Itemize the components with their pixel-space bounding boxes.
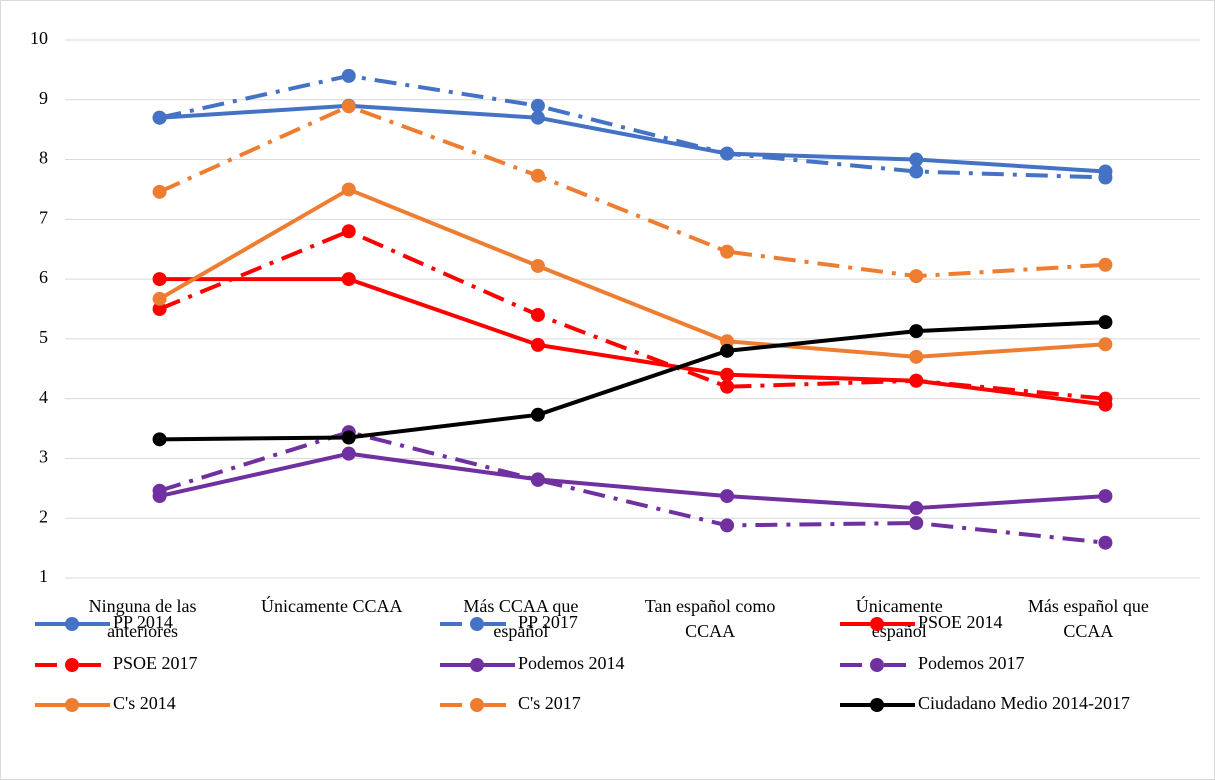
data-point (909, 373, 924, 388)
series-line (159, 320, 1106, 442)
x-tick-label: Tan español como CCAA (645, 596, 776, 641)
data-point (530, 168, 545, 183)
data-point (530, 110, 545, 125)
data-point (530, 98, 545, 113)
series-line (158, 187, 1106, 359)
data-point (341, 182, 356, 197)
legend-marker (470, 658, 484, 672)
legend-marker (470, 617, 484, 631)
legend-label: PSOE 2014 (918, 612, 1003, 632)
data-point (909, 349, 924, 364)
series-line (159, 73, 1106, 180)
data-point (530, 258, 545, 273)
data-point (1098, 535, 1113, 550)
legend-label: Ciudadano Medio 2014-2017 (918, 693, 1130, 713)
data-point (152, 483, 167, 498)
data-point (1098, 315, 1113, 330)
legend-marker (470, 698, 484, 712)
data-point (909, 324, 924, 339)
y-tick-label: 10 (30, 28, 48, 48)
y-tick-label: 6 (39, 267, 48, 287)
data-point (720, 146, 735, 161)
data-point (909, 164, 924, 179)
data-point (530, 472, 545, 487)
data-point (1098, 391, 1113, 406)
legend-marker (65, 658, 79, 672)
series-line (158, 430, 1106, 545)
data-point (1098, 170, 1113, 185)
data-point (720, 489, 735, 504)
data-point (341, 272, 356, 287)
data-point (341, 224, 356, 239)
data-point (152, 110, 167, 125)
data-point (720, 334, 735, 349)
y-tick-label: 8 (39, 148, 48, 168)
series-line (159, 277, 1106, 407)
y-tick-label: 1 (39, 566, 48, 586)
data-point (720, 518, 735, 533)
data-point (720, 367, 735, 382)
data-point (152, 272, 167, 287)
data-point (152, 184, 167, 199)
data-point (1098, 337, 1113, 352)
legend-label: C's 2014 (113, 693, 176, 713)
x-tick-label: Más español que CCAA (1028, 596, 1149, 641)
legend-marker (65, 698, 79, 712)
data-point (720, 343, 735, 358)
y-tick-label: 9 (39, 88, 48, 108)
legend-label: C's 2017 (518, 693, 581, 713)
legend-marker (65, 617, 79, 631)
data-point (152, 291, 167, 306)
legend-marker (870, 658, 884, 672)
data-point (909, 152, 924, 167)
data-point (909, 501, 924, 516)
legend-marker (870, 617, 884, 631)
x-tick-label: Únicamente español (856, 595, 943, 641)
y-tick-label: 4 (39, 387, 48, 407)
data-point (341, 68, 356, 83)
data-point (1098, 489, 1113, 504)
legend-marker (870, 698, 884, 712)
legend-label: PP 2017 (518, 612, 578, 632)
data-point (1098, 257, 1113, 272)
data-point (909, 269, 924, 284)
data-point (720, 379, 735, 394)
data-point (341, 99, 356, 114)
series-line (159, 451, 1106, 511)
data-point (530, 337, 545, 352)
data-point (341, 446, 356, 461)
data-point (530, 407, 545, 422)
legend-label: Podemos 2017 (918, 653, 1025, 673)
legend-label: PP 2014 (113, 612, 173, 632)
y-tick-label: 2 (39, 506, 48, 526)
y-tick-label: 3 (39, 447, 48, 467)
data-point (909, 516, 924, 531)
data-point (152, 432, 167, 447)
x-tick-label: Únicamente CCAA (261, 595, 402, 616)
legend-label: PSOE 2017 (113, 653, 198, 673)
y-tick-label: 5 (39, 327, 48, 347)
data-point (530, 307, 545, 322)
data-point (152, 302, 167, 316)
legend-label: Podemos 2014 (518, 653, 625, 673)
x-tick-label: Ninguna de las anteriores (89, 596, 197, 641)
series-line (159, 103, 1106, 174)
data-point (341, 430, 356, 445)
y-tick-label: 7 (39, 207, 48, 227)
x-tick-label: Más CCAA que español (463, 596, 578, 641)
data-point (720, 244, 735, 259)
